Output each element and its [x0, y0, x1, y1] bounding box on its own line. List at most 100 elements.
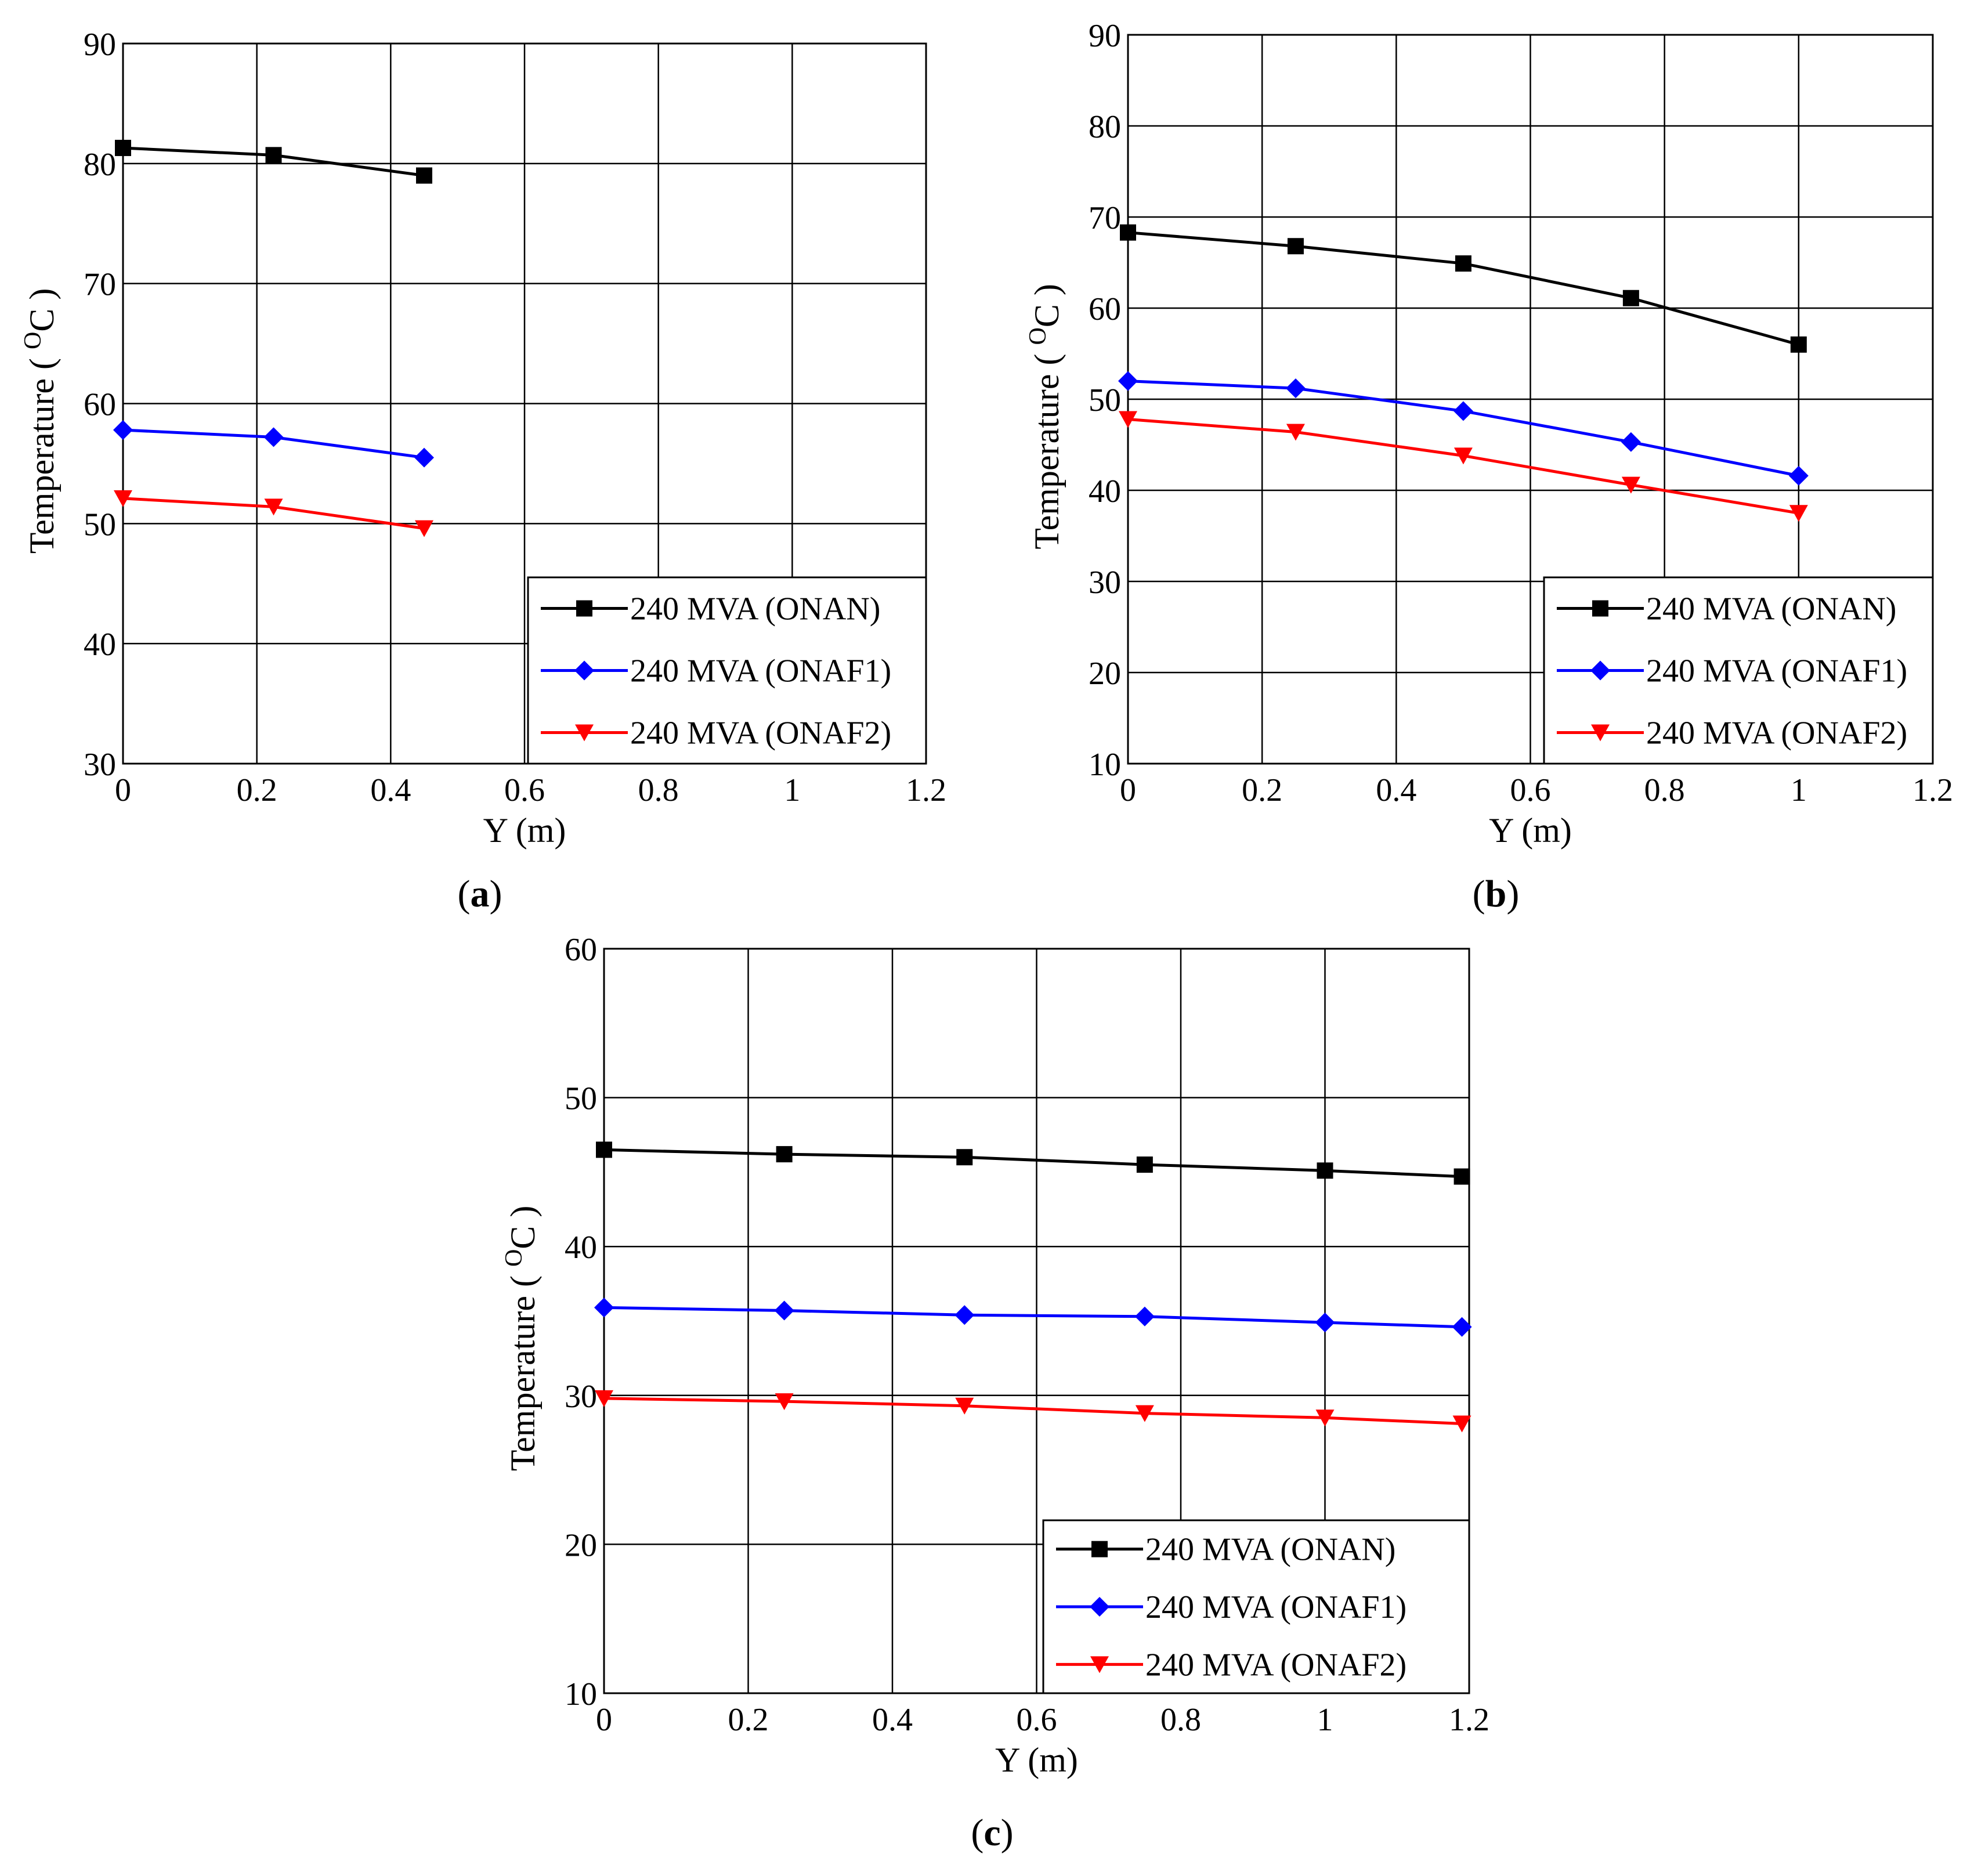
data-point	[1454, 1168, 1470, 1185]
series-2	[114, 490, 433, 537]
data-point	[1621, 432, 1641, 452]
y-tick-label: 70	[84, 267, 116, 303]
data-point	[1317, 1162, 1333, 1179]
legend-marker	[575, 724, 594, 742]
data-point	[415, 520, 433, 537]
data-point	[1452, 1415, 1471, 1433]
y-tick-label: 80	[84, 147, 116, 183]
legend-label: 240 MVA (ONAF1)	[630, 653, 891, 689]
x-axis-title: Y (m)	[483, 811, 566, 850]
data-point	[114, 490, 132, 507]
y-tick-label: 50	[84, 507, 116, 543]
x-tick-label: 0.2	[728, 1702, 769, 1738]
data-point	[414, 447, 434, 468]
data-point	[956, 1149, 973, 1166]
series-line	[603, 1306, 1462, 1329]
chart-panel-a: 0 0.2 0.4 0.6 0.8 1 1.2 30 40 50 60 70 80 90 Y (m) Temp…	[20, 27, 946, 915]
x-tick-label: 0.4	[370, 772, 411, 808]
data-point	[1315, 1313, 1335, 1333]
data-point	[774, 1300, 794, 1321]
data-point	[1454, 447, 1473, 465]
y-tick-label: 40	[565, 1230, 597, 1266]
x-axis-title: Y (m)	[995, 1741, 1078, 1779]
panel-label: (b)	[1473, 873, 1520, 915]
series-1	[1118, 371, 1809, 486]
plot-frame	[122, 42, 927, 765]
data-point	[1286, 424, 1305, 441]
legend-label: 240 MVA (ONAF1)	[1145, 1589, 1407, 1625]
y-tick-label: 30	[1089, 565, 1121, 601]
y-tick-label: 90	[1089, 18, 1121, 54]
x-tick-label: 0	[1120, 772, 1136, 808]
x-axis-title: Y (m)	[1489, 811, 1572, 850]
x-tick-label: 0.8	[638, 772, 679, 808]
legend-label: 240 MVA (ONAN)	[1145, 1532, 1395, 1568]
y-tick-label: 10	[565, 1676, 597, 1712]
x-tick-label: 0.8	[1160, 1702, 1201, 1738]
x-tick-label: 1	[784, 772, 800, 808]
data-point	[1622, 290, 1639, 306]
y-axis-title: Temperature ( OC )	[20, 288, 61, 554]
y-axis-title: Temperature ( OC )	[501, 1206, 542, 1472]
x-tick-label: 1.2	[1449, 1702, 1489, 1738]
data-point	[1315, 1409, 1335, 1427]
y-tick-label: 20	[1089, 656, 1121, 692]
series-1	[113, 420, 434, 468]
y-tick-label: 20	[565, 1527, 597, 1563]
y-axis-title: Temperature ( OC )	[1025, 284, 1066, 550]
legend-label: 240 MVA (ONAN)	[630, 591, 880, 627]
plot-frame	[1127, 34, 1934, 765]
plot-frame	[603, 948, 1470, 1694]
y-tick-label: 30	[84, 747, 116, 783]
data-point	[1788, 465, 1809, 486]
series-0	[115, 139, 432, 184]
data-point	[264, 498, 283, 516]
data-point	[1120, 224, 1136, 241]
series-0	[596, 1141, 1470, 1185]
data-point	[1453, 401, 1473, 421]
data-point	[1285, 378, 1306, 399]
series-line	[1127, 231, 1799, 346]
chart-panel-b: 0 0.2 0.4 0.6 0.8 1 1.2 10 20 30 40 50 60 70 80 90 Y (m)…	[1025, 18, 1953, 915]
data-point	[1134, 1306, 1155, 1326]
data-point	[954, 1305, 975, 1325]
data-point	[955, 1397, 974, 1415]
legend-marker	[1592, 600, 1608, 617]
y-tick-label: 80	[1089, 109, 1121, 145]
panel-label: (a)	[458, 873, 502, 915]
series-line	[603, 1148, 1462, 1179]
x-tick-label: 0	[596, 1702, 612, 1738]
data-point	[1455, 255, 1471, 272]
legend-marker	[1091, 1541, 1108, 1557]
y-tick-label: 30	[565, 1379, 597, 1415]
data-point	[775, 1393, 794, 1411]
series-line	[1127, 418, 1799, 515]
x-tick-label: 0.2	[237, 772, 277, 808]
series-2	[595, 1390, 1471, 1433]
y-tick-label: 60	[1089, 291, 1121, 327]
data-point	[265, 147, 282, 164]
series-2	[1119, 411, 1808, 522]
data-point	[1287, 238, 1304, 255]
x-tick-label: 1.2	[906, 772, 946, 808]
legend: 240 MVA (ONAN) 240 MVA (ONAF1) 240 MVA (ON…	[1042, 1519, 1470, 1694]
data-point	[596, 1141, 612, 1158]
y-tick-label: 90	[84, 27, 116, 63]
data-point	[1118, 371, 1138, 391]
legend-marker	[1090, 1597, 1109, 1617]
y-tick-label: 50	[565, 1081, 597, 1117]
legend-label: 240 MVA (ONAF2)	[1145, 1647, 1407, 1683]
x-tick-label: 1	[1791, 772, 1807, 808]
data-point	[1136, 1156, 1153, 1173]
y-tick-label: 40	[84, 627, 116, 663]
y-tick-label: 50	[1089, 382, 1121, 418]
data-point	[1119, 411, 1137, 428]
legend: 240 MVA (ONAN) 240 MVA (ONAF1) 240 MVA (ON…	[527, 576, 927, 765]
y-tick-label: 60	[565, 932, 597, 968]
data-point	[115, 139, 131, 156]
panel-label: (c)	[971, 1812, 1013, 1854]
legend-marker	[1590, 660, 1610, 681]
x-tick-label: 0.8	[1644, 772, 1685, 808]
x-tick-label: 0.2	[1242, 772, 1282, 808]
